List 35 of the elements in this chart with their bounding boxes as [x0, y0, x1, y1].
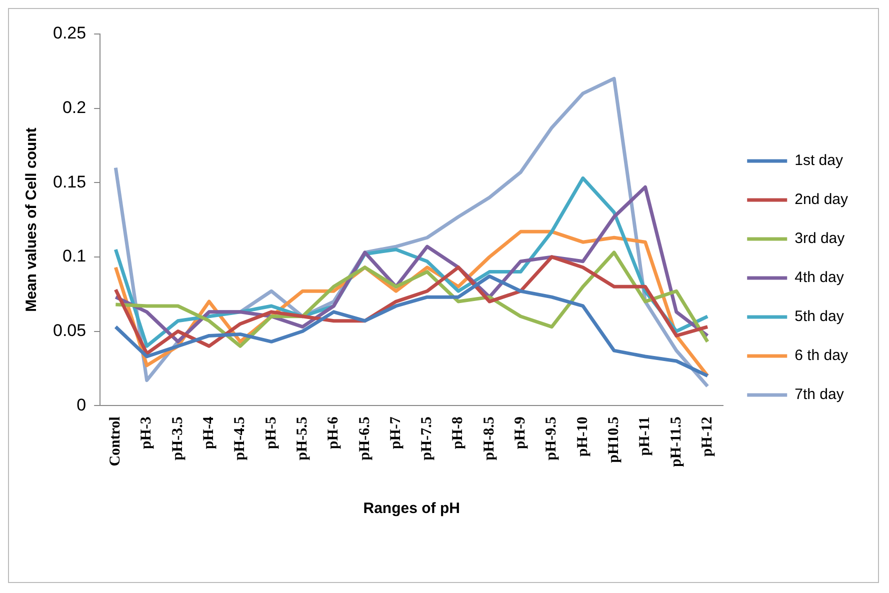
x-tick-label: pH-12	[699, 416, 716, 457]
y-tick-label: 0.1	[62, 246, 86, 266]
x-tick-label: pH-5.5	[294, 416, 310, 460]
x-tick-label: pH-9	[512, 416, 529, 450]
x-tick-label: pH-3.5	[170, 416, 186, 460]
x-tick-label: pH-11	[637, 416, 654, 456]
legend-label: 6 th day	[794, 347, 848, 364]
x-tick-label: pH-4	[200, 416, 217, 450]
x-tick-label: pH-4.5	[232, 416, 248, 460]
x-tick-label: pH-8.5	[481, 416, 498, 460]
legend-label: 7th day	[794, 386, 844, 404]
x-tick-label: pH-10	[574, 416, 591, 457]
y-tick-label: 0.25	[52, 24, 86, 43]
x-tick-label: pH-6	[326, 416, 342, 450]
x-axis-title: Ranges of pH	[363, 500, 460, 518]
x-tick-label: pH-5	[263, 416, 280, 450]
legend-label: 2nd day	[794, 191, 848, 208]
x-tick-label: Control	[108, 416, 124, 466]
legend-label: 4th day	[794, 269, 844, 286]
y-axis-title: Mean values of Cell count	[23, 128, 40, 312]
y-tick-label: 0.2	[62, 98, 86, 117]
x-tick-label: pH-8	[450, 416, 466, 450]
legend-label: 3rd day	[794, 230, 846, 248]
y-tick-label: 0.15	[52, 172, 86, 192]
x-tick-label: pH-6.5	[356, 416, 373, 460]
x-tick-label: pH-3	[138, 416, 155, 450]
x-tick-label: pH-7.5	[419, 416, 436, 460]
legend-label: 1st day	[794, 152, 844, 170]
legend-label: 5th day	[794, 308, 844, 326]
x-tick-label: pH-7	[388, 416, 404, 450]
x-tick-label: pH10.5	[606, 416, 622, 463]
y-tick-label: 0	[76, 395, 86, 414]
x-tick-label: pH-9.5	[544, 416, 560, 460]
y-tick-label: 0.05	[52, 320, 86, 340]
x-tick-label: pH-11.5	[668, 416, 684, 468]
